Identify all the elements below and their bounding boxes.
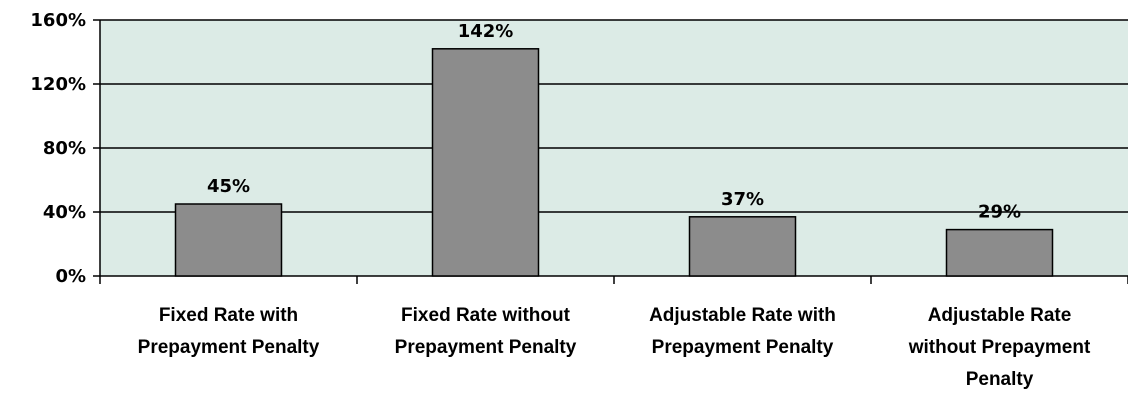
bar <box>688 216 797 277</box>
data-labels: 45% 142% 37% 29% <box>207 21 1021 223</box>
category-label: Adjustable Rate with Prepayment Penalty <box>649 305 836 358</box>
data-label: 45% <box>207 176 250 197</box>
bar <box>431 48 540 277</box>
y-tick-labels: 0% 40% 80% 120% 160% <box>30 10 100 287</box>
category-label: Adjustable Rate without Prepayment Penalty <box>908 305 1091 390</box>
bar <box>945 228 1054 277</box>
data-label: 37% <box>721 189 764 210</box>
y-tick-label: 0% <box>55 266 86 287</box>
category-label: Fixed Rate with Prepayment Penalty <box>138 305 320 358</box>
data-label: 29% <box>978 202 1021 223</box>
bars <box>174 48 1054 277</box>
category-labels: Fixed Rate with Prepayment Penalty Fixed R… <box>138 305 1091 390</box>
data-label: 142% <box>458 21 514 42</box>
y-tick-label: 120% <box>30 74 86 95</box>
y-tick-label: 40% <box>43 202 86 223</box>
bar <box>174 203 283 277</box>
y-tick-label: 160% <box>30 10 86 31</box>
category-label: Fixed Rate without Prepayment Penalty <box>395 305 577 358</box>
y-tick-label: 80% <box>43 138 86 159</box>
